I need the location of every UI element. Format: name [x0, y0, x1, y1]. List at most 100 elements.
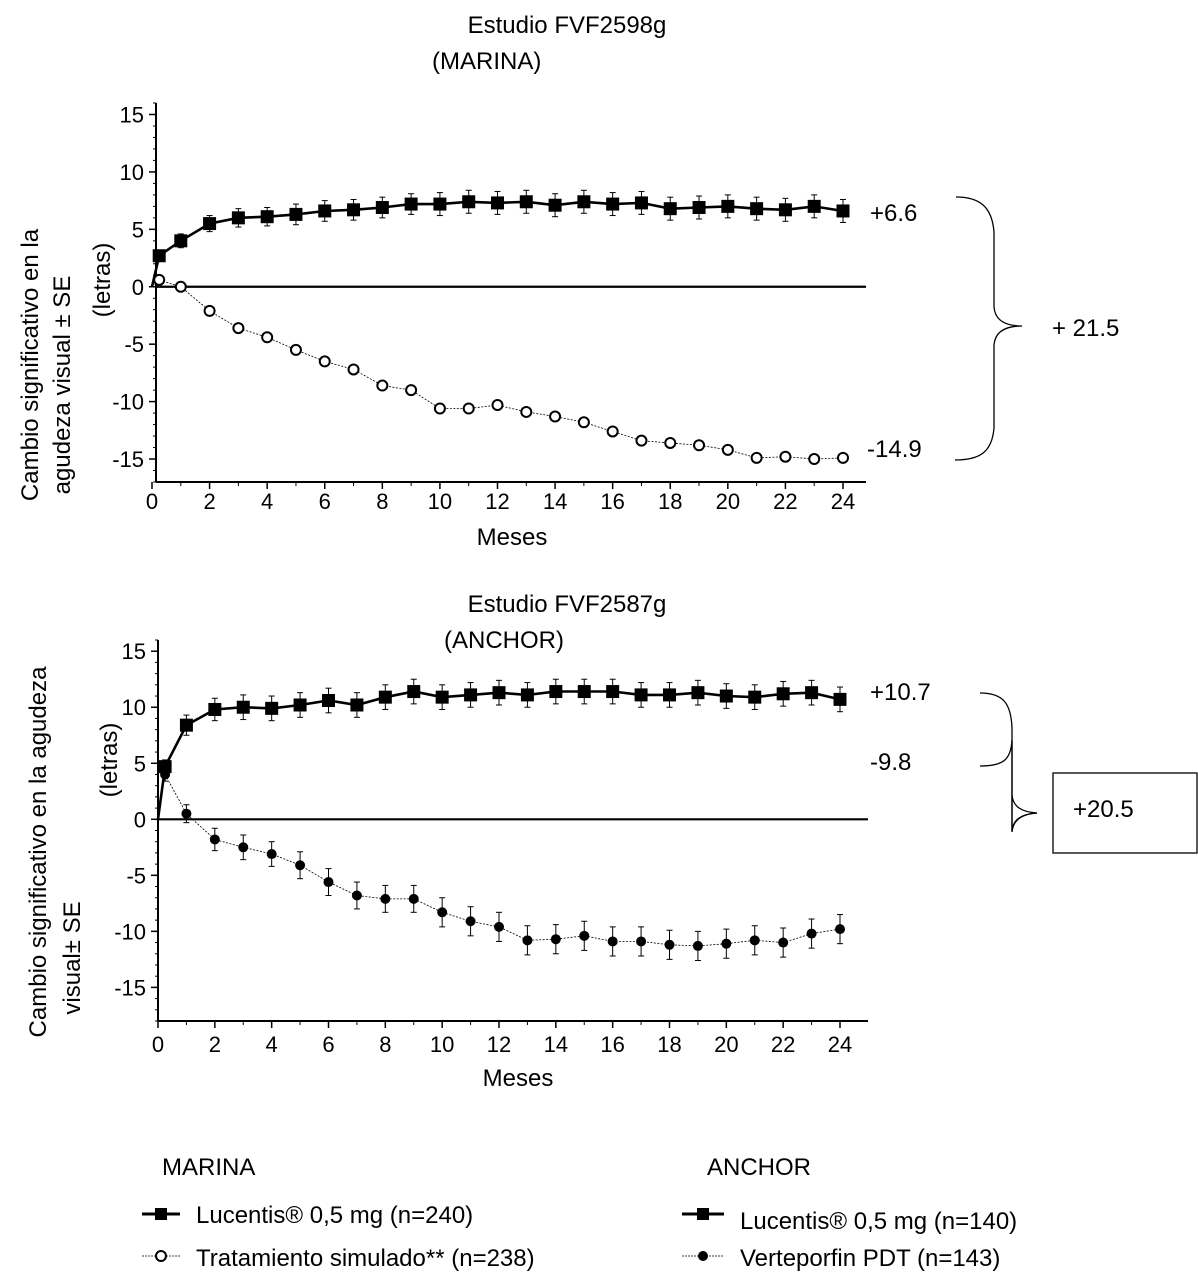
data-point-open-circle: [347, 363, 360, 376]
x-tick-label: 6: [322, 1032, 334, 1057]
data-point-filled-circle: [636, 936, 647, 947]
x-tick-label: 22: [771, 1032, 795, 1057]
data-point-filled-circle: [664, 939, 675, 950]
data-point-filled-circle: [295, 860, 306, 871]
filled-circle-marker-icon: [698, 1251, 708, 1261]
x-tick-label: 8: [379, 1032, 391, 1057]
chart-anchor: Estudio FVF2587g (ANCHOR) Cambio signifi…: [25, 591, 1198, 1092]
data-point-square: [549, 685, 563, 699]
data-point-square: [289, 207, 303, 221]
data-point-filled-circle: [522, 935, 533, 946]
annotation-difference: +20.5: [1073, 796, 1134, 823]
data-point-square: [407, 685, 421, 699]
brace-spacer-2: [1012, 727, 1037, 832]
data-point-open-circle: [693, 439, 706, 452]
legend-item-marina-lucentis: Lucentis® 0,5 mg (n=240): [142, 1202, 473, 1229]
brace-spacer-47: [1012, 742, 1037, 834]
data-point-square: [663, 202, 677, 216]
brace-spacer-3: [980, 738, 1012, 832]
x-tick-label: 20: [714, 1032, 738, 1057]
annotation-bottom-value: -9.8: [870, 749, 911, 776]
data-point-square: [462, 195, 476, 209]
data-point-square: [548, 198, 562, 212]
x-tick-label: 4: [261, 489, 273, 514]
y-tick-label: 5: [134, 751, 146, 776]
data-point-filled-circle: [835, 924, 845, 935]
data-point-filled-circle: [721, 938, 732, 949]
data-point-open-circle: [664, 436, 677, 449]
data-point-square: [721, 199, 735, 213]
chart-title: Estudio FVF2598g: [468, 12, 667, 39]
annotation-top-value: +10.7: [870, 679, 931, 706]
data-point-open-circle: [491, 399, 504, 412]
data-point-square: [836, 204, 850, 218]
data-point-square: [404, 197, 418, 211]
x-tick-label: 16: [600, 489, 624, 514]
legend-item-anchor-verteporfin: Verteporfin PDT (n=143): [682, 1245, 1000, 1272]
data-point-filled-circle: [266, 849, 277, 860]
data-point-open-circle: [318, 355, 331, 368]
data-point-square: [318, 204, 332, 218]
data-point-filled-circle: [351, 890, 362, 901]
data-point-open-circle: [433, 402, 446, 415]
data-point-square: [208, 702, 222, 716]
data-point-square: [350, 698, 364, 712]
data-point-square: [322, 694, 335, 708]
data-point-square: [152, 249, 166, 263]
x-tick-label: 24: [831, 489, 855, 514]
legend-item-anchor-lucentis: Lucentis® 0,5 mg (n=140): [682, 1208, 1017, 1235]
data-point-filled-circle: [465, 916, 476, 927]
data-point-square: [750, 202, 764, 216]
data-point-square: [807, 199, 821, 213]
y-tick-label: 15: [122, 639, 146, 664]
data-point-filled-circle: [778, 937, 789, 948]
y-tick-label: -10: [112, 390, 144, 415]
y-axis-label-line1: Cambio significativo en la: [17, 228, 44, 501]
data-point-square: [231, 211, 245, 225]
x-tick-label: 10: [428, 489, 452, 514]
data-point-square: [158, 760, 172, 774]
brace-spacer-14: [1012, 738, 1037, 834]
x-tick-label: 20: [716, 489, 740, 514]
data-point-filled-circle: [437, 907, 448, 918]
y-tick-label: -10: [114, 919, 146, 944]
x-tick-label: 22: [773, 489, 797, 514]
data-point-square: [520, 688, 534, 702]
x-tick-label: 24: [828, 1032, 852, 1057]
open-circle-marker-icon: [155, 1250, 167, 1262]
difference-brace: [954, 196, 1023, 461]
data-point-square: [634, 688, 648, 702]
data-point-square: [464, 688, 478, 702]
data-point-square: [260, 210, 274, 224]
x-tick-label: 18: [657, 1032, 681, 1057]
data-point-open-circle: [577, 416, 590, 429]
data-point-open-circle: [405, 384, 418, 397]
y-tick-label: 10: [122, 695, 146, 720]
y-axis-label-line1: Cambio significativo en la agudeza: [25, 666, 52, 1038]
difference-brace-upper: [979, 692, 1038, 832]
data-point-open-circle: [153, 273, 166, 286]
data-point-open-circle: [289, 343, 302, 356]
chart-title: Estudio FVF2587g: [468, 591, 667, 618]
data-point-square: [634, 196, 648, 210]
data-point-filled-circle: [692, 940, 703, 951]
x-tick-label: 4: [266, 1032, 278, 1057]
x-tick-label: 18: [658, 489, 682, 514]
data-point-open-circle: [261, 331, 274, 344]
y-tick-label: 0: [132, 275, 144, 300]
data-point-square: [577, 685, 591, 699]
difference-brace-lower: [979, 739, 1038, 833]
legend-label: Verteporfin PDT (n=143): [740, 1245, 1000, 1272]
y-axis-label-line3: (letras): [89, 243, 116, 318]
data-point-filled-circle: [749, 935, 760, 946]
series-line-lucentis: [156, 690, 841, 820]
data-point-square: [236, 700, 250, 714]
chart-subtitle: (MARINA): [432, 48, 541, 75]
data-point-filled-circle: [408, 893, 419, 904]
brace-spacer-44: [980, 740, 1012, 831]
legend-label: Lucentis® 0,5 mg (n=140): [740, 1208, 1017, 1235]
series-line-comparator: [151, 279, 844, 460]
legend-label: Tratamiento simulado** (n=238): [196, 1245, 535, 1272]
y-axis-label-line2: visual± SE: [59, 901, 86, 1014]
data-point-filled-circle: [209, 834, 220, 845]
